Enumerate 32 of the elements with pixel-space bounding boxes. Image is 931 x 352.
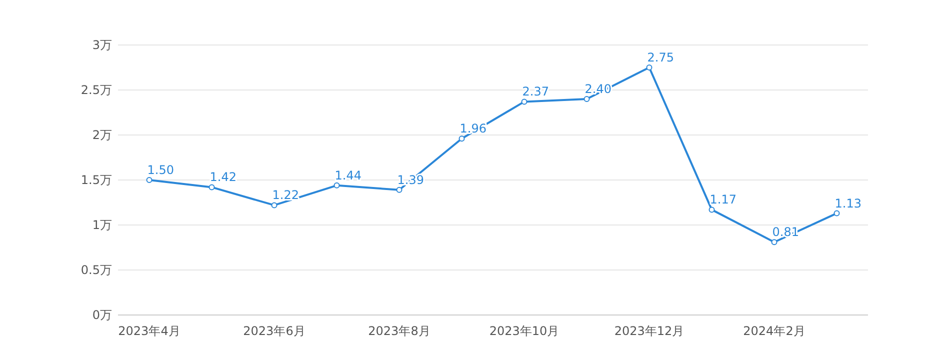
point: [771, 239, 778, 246]
point: [458, 136, 465, 142]
point: [396, 186, 402, 193]
point: [271, 202, 278, 208]
data-label: 1.44: [334, 168, 362, 182]
x-tick-label: 2023年4月: [118, 324, 180, 338]
point: [334, 182, 340, 188]
data-label: 1.50: [147, 163, 174, 177]
x-tick-label: 2023年8月: [368, 324, 430, 338]
y-tick-label: 2万: [92, 128, 112, 142]
y-tick-label: 0万: [92, 308, 112, 322]
data-label: 1.42: [210, 170, 236, 184]
point: [521, 98, 528, 105]
data-label: 1.13: [834, 196, 862, 210]
data-label: 1.17: [710, 192, 736, 207]
point: [646, 64, 652, 70]
x-tick-label: 2023年10月: [489, 324, 560, 338]
y-tick-label: 3万: [92, 38, 112, 52]
point: [834, 210, 840, 216]
point: [708, 206, 715, 213]
y-tick-label: 0.5万: [80, 263, 112, 277]
point: [146, 177, 152, 183]
point: [584, 96, 590, 102]
y-tick-label: 1.5万: [80, 173, 112, 187]
y-tick-label: 1万: [92, 218, 112, 232]
x-tick-label: 2023年6月: [243, 324, 306, 338]
point: [208, 184, 215, 190]
data-label: 2.37: [522, 84, 549, 99]
y-tick-label: 2.5万: [80, 83, 112, 97]
x-tick-label: 2024年2月: [743, 324, 806, 338]
x-tick-label: 2023年12月: [614, 324, 684, 338]
data-label: 2.75: [647, 50, 674, 64]
